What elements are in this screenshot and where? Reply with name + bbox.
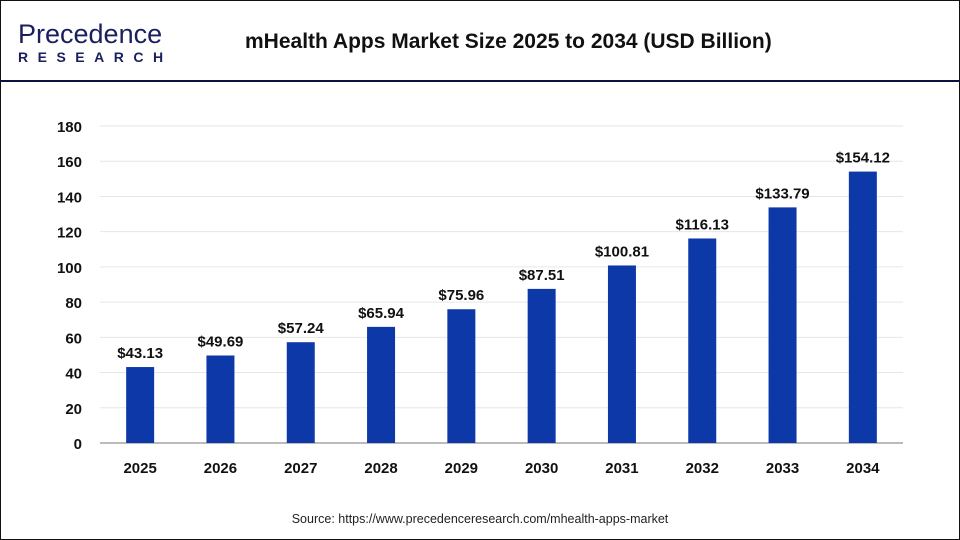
y-tick-label: 120	[57, 225, 82, 242]
x-tick-label: 2030	[525, 460, 558, 477]
data-label: $154.12	[836, 150, 890, 167]
bar-2028	[367, 326, 396, 443]
header-divider	[0, 80, 960, 82]
x-tick-label: 2029	[445, 460, 478, 477]
y-tick-label: 100	[57, 260, 82, 277]
data-label: $100.81	[595, 243, 649, 260]
y-tick-label: 20	[65, 401, 82, 418]
source-text: Source: https://www.precedenceresearch.c…	[291, 512, 669, 526]
y-tick-label: 180	[57, 119, 82, 136]
bar-2033	[768, 207, 797, 443]
data-label: $116.13	[676, 216, 729, 233]
y-tick-label: 0	[74, 436, 82, 453]
y-tick-label: 160	[57, 154, 82, 171]
data-label: $49.69	[198, 333, 244, 350]
y-tick-label: 140	[57, 189, 82, 206]
x-tick-label: 2033	[766, 460, 799, 477]
x-tick-label: 2026	[204, 460, 237, 477]
x-tick-label: 2027	[284, 460, 317, 477]
logo-brand-top: Precedence	[18, 19, 163, 49]
y-tick-label: 60	[65, 330, 82, 347]
logo-brand-bottom: RESEARCH	[18, 49, 173, 65]
x-tick-label: 2028	[364, 460, 397, 477]
x-tick-label: 2032	[686, 460, 719, 477]
logo: Precedence RESEARCH	[18, 20, 173, 65]
bar-2030	[527, 288, 556, 443]
data-label: $57.24	[278, 320, 325, 337]
y-tick-label: 80	[65, 295, 82, 312]
y-tick-label: 40	[65, 366, 82, 383]
data-label: $133.79	[755, 185, 809, 202]
bar-2027	[286, 342, 315, 443]
bar-2034	[848, 171, 877, 443]
chart-title: mHealth Apps Market Size 2025 to 2034 (U…	[245, 30, 772, 53]
x-tick-label: 2025	[123, 460, 156, 477]
data-label: $65.94	[358, 305, 405, 322]
bar-2029	[447, 309, 476, 443]
data-label: $87.51	[519, 267, 565, 284]
bar-2026	[206, 355, 235, 443]
bar-2025	[126, 367, 155, 443]
bar-2031	[607, 265, 636, 443]
data-label: $75.96	[438, 287, 484, 304]
x-tick-label: 2034	[846, 460, 880, 477]
data-label: $43.13	[117, 345, 163, 362]
x-tick-label: 2031	[605, 460, 638, 477]
bar-2032	[688, 238, 717, 443]
